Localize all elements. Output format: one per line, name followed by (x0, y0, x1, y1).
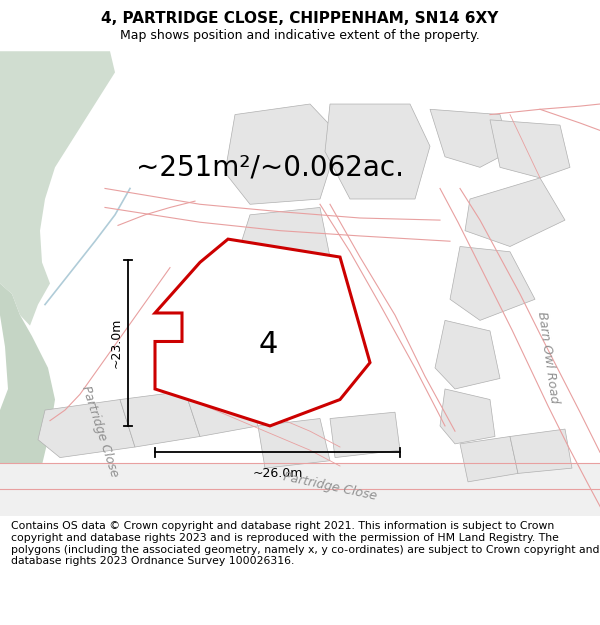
Polygon shape (258, 419, 330, 468)
Polygon shape (330, 412, 400, 458)
Polygon shape (465, 178, 565, 246)
Polygon shape (225, 104, 340, 204)
Polygon shape (430, 109, 510, 168)
Text: Contains OS data © Crown copyright and database right 2021. This information is : Contains OS data © Crown copyright and d… (11, 521, 599, 566)
Text: ~26.0m: ~26.0m (253, 467, 302, 480)
Polygon shape (120, 391, 200, 447)
Text: ~23.0m: ~23.0m (110, 318, 122, 368)
Polygon shape (510, 429, 572, 473)
Polygon shape (185, 384, 258, 436)
Polygon shape (460, 436, 518, 482)
Polygon shape (240, 208, 330, 273)
Text: Partridge Close: Partridge Close (282, 470, 378, 502)
Text: 4, PARTRIDGE CLOSE, CHIPPENHAM, SN14 6XY: 4, PARTRIDGE CLOSE, CHIPPENHAM, SN14 6XY (101, 11, 499, 26)
Text: Partridge Close: Partridge Close (79, 384, 121, 479)
Polygon shape (155, 239, 370, 426)
Polygon shape (0, 51, 55, 516)
Text: Barn Owl Road: Barn Owl Road (535, 311, 561, 404)
Polygon shape (0, 463, 600, 516)
Polygon shape (450, 246, 535, 321)
Polygon shape (490, 120, 570, 178)
Polygon shape (0, 51, 115, 326)
Polygon shape (242, 268, 335, 336)
Polygon shape (435, 321, 500, 389)
Text: Map shows position and indicative extent of the property.: Map shows position and indicative extent… (120, 29, 480, 42)
Polygon shape (38, 399, 135, 458)
Polygon shape (440, 389, 495, 444)
Polygon shape (325, 104, 430, 199)
Text: 4: 4 (259, 330, 278, 359)
Text: ~251m²/~0.062ac.: ~251m²/~0.062ac. (136, 153, 404, 181)
